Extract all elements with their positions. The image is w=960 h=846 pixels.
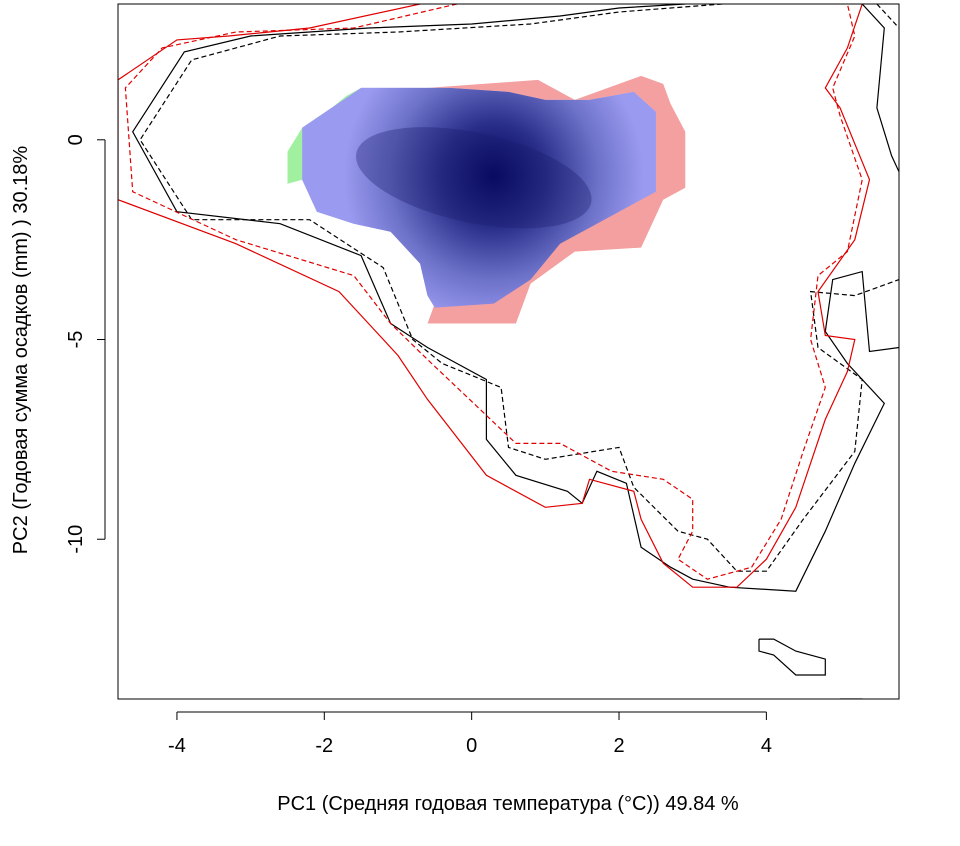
density-layer — [302, 87, 656, 308]
contour-line-7 — [758, 638, 826, 676]
contour-line-6 — [876, 4, 899, 29]
x-axis: -4 -2 0 2 4 — [168, 711, 772, 757]
contour-line-8 — [840, 698, 864, 699]
x-tick-label: 2 — [613, 735, 624, 757]
x-tick-label: 4 — [761, 735, 772, 757]
density-core — [356, 127, 592, 229]
niche-region-green-only — [287, 87, 362, 184]
x-tick-label: -2 — [315, 735, 333, 757]
y-axis: 0 -5 -10 — [65, 134, 106, 554]
density-gradient — [302, 87, 656, 308]
contour-line-3 — [118, 4, 871, 588]
y-tick-label: 0 — [65, 134, 87, 145]
x-tick-label: -4 — [168, 735, 186, 757]
niche-region-red-only — [427, 75, 686, 324]
plot-frame — [117, 3, 900, 700]
x-tick-label: 0 — [466, 735, 477, 757]
contour-line-5 — [861, 4, 899, 173]
contour-line-4 — [124, 4, 863, 580]
contour-line-2 — [139, 4, 899, 572]
y-tick-label: -5 — [65, 331, 87, 349]
x-axis-label: PC1 (Средняя годовая температура (°C)) 4… — [277, 793, 739, 815]
contour-line-1 — [132, 4, 899, 592]
contour-lines — [118, 4, 899, 699]
y-axis-label: PC2 (Годовая сумма осадков (mm) ) 30.18% — [10, 146, 32, 555]
y-tick-label: -10 — [65, 525, 87, 554]
